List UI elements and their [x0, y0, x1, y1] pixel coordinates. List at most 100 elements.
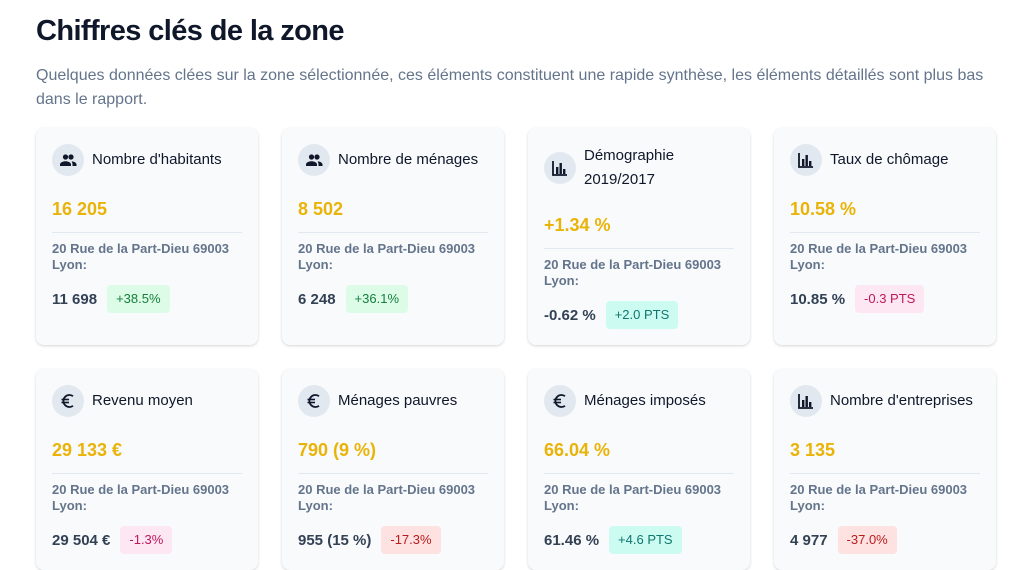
- compare-value: 10.85 %: [790, 290, 846, 308]
- icon-chart: [552, 161, 567, 176]
- icon-shape: [68, 154, 74, 160]
- comparison: 955 (15 %) -17.3%: [298, 526, 488, 554]
- card-value: 10.58 %: [790, 192, 980, 233]
- card: Nombre d'entreprises 3 135 20 Rue de la Pa…: [774, 369, 996, 570]
- card-value: 66.04 %: [544, 433, 734, 474]
- location: 20 Rue de la Part-Dieu 69003 Lyon:: [298, 241, 476, 272]
- location: 20 Rue de la Part-Dieu 69003 Lyon:: [544, 482, 722, 513]
- icon-people: [60, 154, 77, 166]
- icon-shape: [802, 159, 805, 166]
- icon-shape: [317, 161, 323, 166]
- card-header: Nombre de ménages: [298, 144, 488, 176]
- description: Quelques données clées sur la zone sélec…: [36, 67, 984, 108]
- icon-chart: [798, 394, 813, 409]
- compare-value: 4 977: [790, 531, 828, 549]
- icon: [52, 385, 84, 417]
- icon-shape: [809, 402, 812, 407]
- card-header: Nombre d'entreprises: [790, 385, 980, 417]
- icon: [298, 144, 330, 176]
- card: Ménages pauvres 790 (9 %) 20 Rue de la Par…: [282, 369, 504, 570]
- card-label: Démographie 2019/2017: [584, 147, 675, 188]
- card-header: Ménages pauvres: [298, 385, 488, 417]
- card-label: Nombre d'entreprises: [830, 392, 973, 409]
- card-label: Nombre de ménages: [338, 151, 479, 168]
- card-value: 16 205: [52, 192, 242, 233]
- card-header: Démographie 2019/2017: [544, 144, 734, 192]
- badge: +38.5%: [107, 285, 170, 313]
- card: Revenu moyen 29 133 € 20 Rue de la Part-Di…: [36, 369, 258, 570]
- compare-value: -0.62 %: [544, 306, 596, 324]
- card-label: Ménages pauvres: [338, 392, 458, 409]
- card-label: Revenu moyen: [92, 392, 193, 409]
- compare-value: 955 (15 %): [298, 531, 372, 549]
- card-header: Revenu moyen: [52, 385, 242, 417]
- comparison: 10.85 % -0.3 PTS: [790, 285, 980, 313]
- icon-shape: [552, 161, 567, 176]
- icon-shape: [559, 163, 562, 174]
- badge: -0.3 PTS: [855, 285, 925, 313]
- card-value: 29 133 €: [52, 433, 242, 474]
- badge: -17.3%: [381, 526, 441, 554]
- card: Démographie 2019/2017 +1.34 % 20 Rue de la…: [528, 128, 750, 345]
- title: Chiffres clés de la zone: [36, 15, 345, 47]
- icon: [298, 385, 330, 417]
- icon-chart: [798, 153, 813, 168]
- icon: [544, 385, 576, 417]
- badge: +4.6 PTS: [609, 526, 682, 554]
- comparison: 6 248 +36.1%: [298, 285, 488, 313]
- icon-shape: [798, 394, 813, 409]
- icon: [790, 144, 822, 176]
- icon-shape: [62, 154, 69, 160]
- badge: +36.1%: [345, 285, 408, 313]
- icon-shape: [308, 154, 315, 160]
- card: Nombre de ménages 8 502 20 Rue de la Part-…: [282, 128, 504, 345]
- card-value: +1.34 %: [544, 208, 734, 249]
- card-label: Ménages imposés: [584, 392, 706, 409]
- comparison: 29 504 € -1.3%: [52, 526, 242, 554]
- comparison: 4 977 -37.0%: [790, 526, 980, 554]
- card-value: 8 502: [298, 192, 488, 233]
- card-label: Taux de chômage: [830, 151, 949, 168]
- comparison: 61.46 % +4.6 PTS: [544, 526, 734, 554]
- icon-shape: [60, 161, 71, 166]
- location: 20 Rue de la Part-Dieu 69003 Lyon:: [790, 241, 968, 272]
- location: 20 Rue de la Part-Dieu 69003 Lyon:: [52, 482, 230, 513]
- icon-euro: [307, 394, 320, 408]
- icon: [52, 144, 84, 176]
- card: Taux de chômage 10.58 % 20 Rue de la Part-…: [774, 128, 996, 345]
- icon-people: [306, 154, 323, 166]
- icon-shape: [809, 161, 812, 166]
- location: 20 Rue de la Part-Dieu 69003 Lyon:: [298, 482, 476, 513]
- icon-shape: [62, 394, 74, 408]
- location: 20 Rue de la Part-Dieu 69003 Lyon:: [52, 241, 230, 272]
- icon-shape: [71, 161, 77, 166]
- badge: +2.0 PTS: [605, 301, 679, 329]
- icon-shape: [554, 394, 566, 408]
- card-value: 790 (9 %): [298, 433, 488, 474]
- icon-shape: [556, 167, 559, 174]
- compare-value: 61.46 %: [544, 531, 600, 549]
- comparison: -0.62 % +2.0 PTS: [544, 301, 734, 329]
- card-header: Nombre d'habitants: [52, 144, 242, 176]
- comparison: 11 698 +38.5%: [52, 285, 242, 313]
- card: Ménages imposés 66.04 % 20 Rue de la Part-…: [528, 369, 750, 570]
- card-header: Ménages imposés: [544, 385, 734, 417]
- badge: -37.0%: [837, 526, 897, 554]
- icon-shape: [306, 161, 317, 166]
- icon-shape: [308, 394, 320, 408]
- location: 20 Rue de la Part-Dieu 69003 Lyon:: [544, 257, 722, 288]
- icon: [544, 152, 576, 184]
- icon-shape: [802, 400, 805, 407]
- card-value: 3 135: [790, 433, 980, 474]
- icon-shape: [805, 396, 808, 407]
- icon-shape: [805, 155, 808, 166]
- icon: [790, 385, 822, 417]
- location: 20 Rue de la Part-Dieu 69003 Lyon:: [790, 482, 968, 513]
- card-header: Taux de chômage: [790, 144, 980, 176]
- compare-value: 6 248: [298, 290, 336, 308]
- icon-shape: [314, 154, 320, 160]
- card-grid: Nombre d'habitants 16 205 20 Rue de la Par…: [36, 128, 998, 570]
- card-label: Nombre d'habitants: [92, 151, 222, 168]
